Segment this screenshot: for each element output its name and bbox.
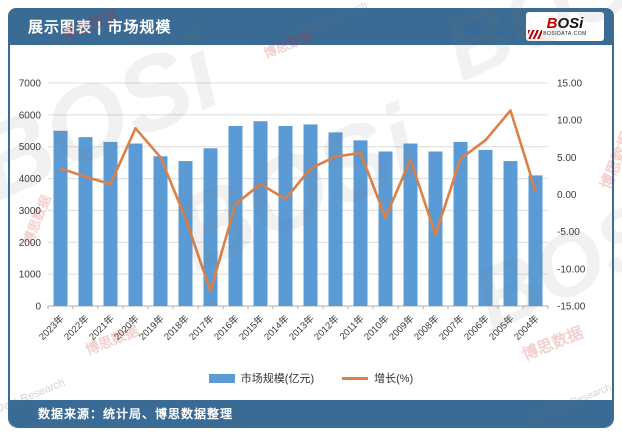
svg-text:4000: 4000 xyxy=(19,174,42,185)
svg-text:0.00: 0.00 xyxy=(557,190,577,201)
svg-text:2019年: 2019年 xyxy=(136,312,167,343)
svg-text:2013年: 2013年 xyxy=(286,312,317,343)
logo-domain: BOSIDATA.COM xyxy=(543,30,587,37)
legend-item-market-size: 市场规模(亿元) xyxy=(208,370,315,386)
svg-text:2007年: 2007年 xyxy=(436,312,467,343)
line-series-swatch xyxy=(342,376,369,380)
svg-text:10.00: 10.00 xyxy=(557,116,582,127)
legend-label-growth: 增长(%) xyxy=(374,373,414,385)
svg-text:-5.00: -5.00 xyxy=(557,227,580,238)
svg-text:1000: 1000 xyxy=(19,270,42,281)
svg-text:2005年: 2005年 xyxy=(486,312,517,343)
svg-text:2010年: 2010年 xyxy=(361,312,392,343)
svg-text:5000: 5000 xyxy=(19,142,42,153)
svg-text:5.00: 5.00 xyxy=(557,153,577,164)
svg-text:2020年: 2020年 xyxy=(111,312,142,343)
page-title: 展示图表 | 市场规模 xyxy=(28,19,172,36)
svg-text:0: 0 xyxy=(35,302,41,313)
svg-text:-15.00: -15.00 xyxy=(557,302,586,313)
svg-text:2016年: 2016年 xyxy=(211,312,242,343)
card-footer: 数据来源：统计局、博思数据整理 xyxy=(10,400,612,428)
svg-text:3000: 3000 xyxy=(19,206,42,217)
card-header: 展示图表 | 市场规模 BOSi BOSIDATA.COM xyxy=(10,8,612,45)
svg-text:2011年: 2011年 xyxy=(337,312,367,342)
svg-text:2015年: 2015年 xyxy=(236,312,267,343)
svg-text:2018年: 2018年 xyxy=(161,312,192,343)
card-frame: 展示图表 | 市场规模 BOSi BOSIDATA.COM 0 1000 2000 3… xyxy=(8,8,614,428)
svg-text:2023年: 2023年 xyxy=(36,312,67,343)
chart-legend: 市场规模(亿元) 增长(%) xyxy=(10,370,612,386)
svg-text:2021年: 2021年 xyxy=(86,312,117,343)
data-source-text: 数据来源：统计局、博思数据整理 xyxy=(38,407,234,421)
svg-text:2009年: 2009年 xyxy=(386,312,417,343)
svg-text:2014年: 2014年 xyxy=(261,312,292,343)
svg-text:7000: 7000 xyxy=(19,79,42,90)
combo-chart: 0 1000 2000 3000 4000 5000 6000 7000 15.00 10.00 5… xyxy=(19,79,586,343)
svg-text:6000: 6000 xyxy=(19,110,42,121)
legend-label-market-size: 市场规模(亿元) xyxy=(240,373,315,385)
svg-text:15.00: 15.00 xyxy=(557,79,582,90)
svg-text:2012年: 2012年 xyxy=(311,312,342,343)
svg-text:2000: 2000 xyxy=(19,238,42,249)
svg-text:-10.00: -10.00 xyxy=(557,264,586,275)
chart-area: 0 1000 2000 3000 4000 5000 6000 7000 15.00 10.00 5… xyxy=(10,45,612,400)
legend-item-growth: 增长(%) xyxy=(342,370,413,386)
logo-text: BOSi xyxy=(546,14,584,32)
svg-text:2008年: 2008年 xyxy=(411,312,442,343)
svg-text:2006年: 2006年 xyxy=(461,312,492,343)
bar-series-swatch xyxy=(208,373,235,383)
bosi-logo: BOSi BOSIDATA.COM xyxy=(526,12,604,41)
svg-text:2022年: 2022年 xyxy=(61,312,92,343)
svg-text:2004年: 2004年 xyxy=(511,312,542,343)
svg-text:2017年: 2017年 xyxy=(186,312,217,343)
logo-stripes-icon xyxy=(528,30,542,39)
